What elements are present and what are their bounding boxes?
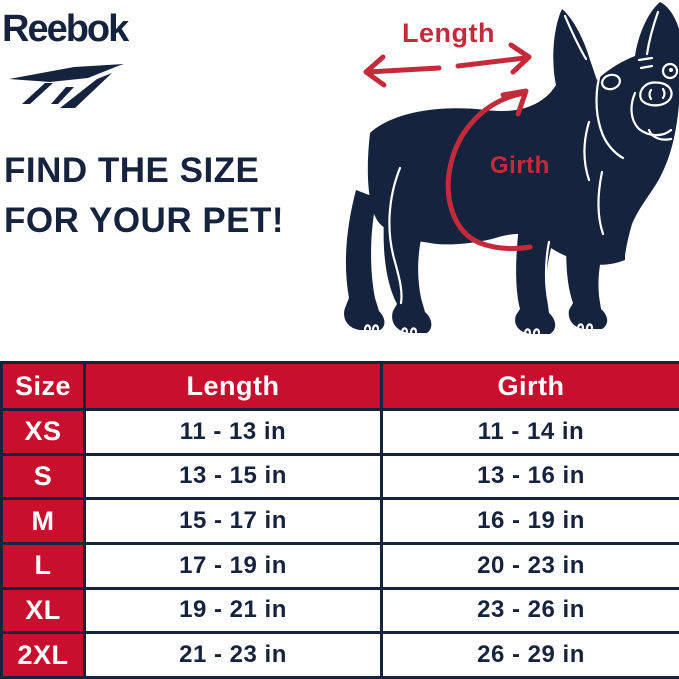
table-row-s: S 13 - 15 in 13 - 16 in — [0, 452, 679, 501]
hind-near-leg — [383, 205, 432, 333]
size-table: Size Length Girth XS 11 - 13 in 11 - 14 … — [0, 361, 679, 679]
size-cell: M — [0, 497, 86, 545]
dog-silhouette — [344, 2, 679, 334]
size-cell: 2XL — [0, 631, 86, 679]
reebok-vector-icon — [9, 64, 124, 108]
page-title: FIND THE SIZE FOR YOUR PET! — [4, 146, 284, 246]
dog-illustration — [344, 2, 679, 336]
girth-cell: 26 - 29 in — [380, 631, 679, 679]
length-arrow-left-icon — [363, 54, 442, 88]
hind-far-leg — [344, 190, 385, 330]
length-cell: 15 - 17 in — [83, 497, 383, 545]
dog-measurement-diagram: Length Girth — [340, 0, 679, 350]
length-cell: 13 - 15 in — [83, 452, 383, 501]
reebok-wordmark: Reebok — [2, 8, 129, 50]
size-cell: S — [0, 452, 86, 501]
girth-cell: 20 - 23 in — [380, 541, 679, 590]
reebok-logo: Reebok — [2, 8, 129, 108]
length-label: Length — [402, 18, 495, 48]
size-table-header-row: Size Length Girth — [0, 361, 679, 411]
table-row-xs: XS 11 - 13 in 11 - 14 in — [0, 408, 679, 456]
length-cell: 19 - 21 in — [83, 586, 383, 635]
dog-line-details — [363, 10, 679, 336]
table-row-l: L 17 - 19 in 20 - 23 in — [0, 541, 679, 590]
table-row-m: M 15 - 17 in 16 - 19 in — [0, 497, 679, 545]
girth-cell: 16 - 19 in — [380, 497, 679, 545]
girth-cell: 23 - 26 in — [380, 586, 679, 635]
length-cell: 11 - 13 in — [83, 408, 383, 456]
size-cell: XL — [0, 586, 86, 635]
length-arrow-right-icon — [455, 42, 532, 75]
page-title-line1: FIND THE SIZE — [4, 151, 260, 190]
girth-label: Girth — [490, 152, 550, 179]
girth-cell: 11 - 14 in — [380, 408, 679, 456]
table-row-2xl: 2XL 21 - 23 in 26 - 29 in — [0, 631, 679, 679]
page-title-line2: FOR YOUR PET! — [4, 201, 285, 240]
length-cell: 17 - 19 in — [83, 541, 383, 590]
column-header-girth: Girth — [380, 361, 679, 411]
length-cell: 21 - 23 in — [83, 631, 383, 679]
front-far-leg — [566, 232, 608, 329]
size-cell: L — [0, 541, 86, 590]
column-header-length: Length — [83, 361, 383, 411]
girth-cell: 13 - 16 in — [380, 452, 679, 501]
size-cell: XS — [0, 408, 86, 456]
girth-arc-icon — [445, 88, 533, 252]
column-header-size: Size — [0, 361, 86, 411]
table-row-xl: XL 19 - 21 in 23 - 26 in — [0, 586, 679, 635]
front-near-leg — [515, 226, 556, 334]
